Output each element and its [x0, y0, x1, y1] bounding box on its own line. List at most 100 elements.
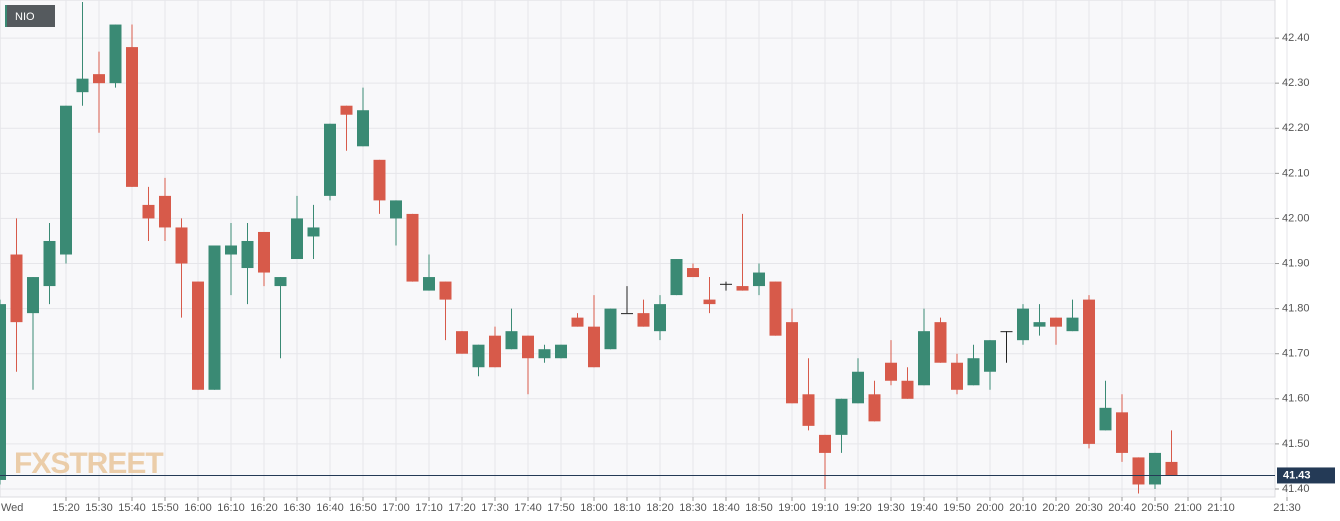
candle-body — [274, 277, 287, 287]
symbol-badge — [5, 5, 55, 27]
x-tick-label: 19:40 — [910, 502, 938, 514]
x-tick-label: 19:50 — [943, 502, 971, 514]
candle-body — [456, 331, 468, 354]
candle-body — [126, 47, 138, 187]
candle-body — [208, 245, 221, 390]
candle-body — [225, 245, 237, 255]
overlay: 41.40 41.50 41.60 41.70 41.80 41.90 42.00 42.10… — [0, 32, 1335, 514]
candle-body — [802, 394, 815, 426]
candle-body — [373, 159, 386, 201]
x-tick-label: 16:20 — [250, 502, 278, 514]
y-tick-label: 41.60 — [1282, 393, 1310, 405]
x-tick-label: 19:30 — [877, 502, 905, 514]
candle-body — [241, 240, 254, 269]
x-tick-label: 18:00 — [580, 502, 608, 514]
candle-body — [175, 227, 188, 264]
candle-body — [720, 283, 732, 285]
candle-body — [60, 105, 72, 255]
symbol-label: NIO — [15, 11, 35, 23]
last-price-label: 41.43 — [1283, 469, 1311, 481]
x-tick-label: 20:00 — [976, 502, 1004, 514]
x-tick-label: 17:20 — [448, 502, 476, 514]
candle-body — [357, 110, 369, 147]
candle-body — [885, 362, 897, 381]
x-tick-label: 21:10 — [1207, 502, 1235, 514]
watermark: FXSTREET — [14, 447, 163, 480]
candle-body — [1066, 317, 1079, 332]
y-tick-label: 42.40 — [1282, 32, 1310, 44]
x-tick-label: 18:40 — [712, 502, 740, 514]
y-tick-label: 42.00 — [1282, 212, 1310, 224]
candle-body — [1132, 457, 1145, 485]
candle-body — [340, 105, 353, 115]
x-tick-label: 16:50 — [349, 502, 377, 514]
x-tick-label: 20:30 — [1075, 502, 1103, 514]
candles — [0, 2, 1178, 494]
grid — [0, 0, 1288, 497]
y-tick-label: 42.20 — [1282, 122, 1310, 134]
x-tick-label: 17:50 — [547, 502, 575, 514]
x-tick-label: 17:10 — [415, 502, 443, 514]
x-tick-label: 19:20 — [844, 502, 872, 514]
x-tick-label: 15:40 — [118, 502, 146, 514]
y-tick-label: 41.70 — [1282, 348, 1310, 360]
candle-body — [654, 304, 666, 332]
candle-body — [439, 281, 452, 300]
candle-body — [159, 195, 171, 228]
candle-body — [967, 358, 980, 386]
x-tick-label: 19:00 — [778, 502, 806, 514]
candle-body — [1017, 308, 1029, 341]
candle-body — [786, 322, 798, 404]
y-tick-label: 41.90 — [1282, 257, 1310, 269]
x-tick-label: 20:50 — [1141, 502, 1169, 514]
candle-body — [10, 254, 23, 323]
candle-body — [324, 123, 336, 196]
candle-body — [621, 313, 633, 315]
x-tick-label: 18:10 — [613, 502, 641, 514]
candle-body — [819, 434, 831, 453]
candle-body — [142, 204, 155, 219]
candle-body — [109, 24, 122, 84]
candle-body — [703, 299, 716, 305]
candle-body — [538, 349, 551, 359]
candle-body — [868, 394, 881, 422]
candle-body — [505, 331, 518, 350]
candle-body — [1000, 331, 1013, 333]
x-tick-label: 16:30 — [283, 502, 311, 514]
candle-body — [472, 344, 485, 368]
x-tick-label: 18:50 — [745, 502, 773, 514]
last-price-badge — [1277, 467, 1335, 484]
candle-body — [934, 322, 947, 363]
candle-body — [307, 227, 320, 237]
candle-body — [27, 277, 39, 314]
x-tick-label: 16:00 — [184, 502, 212, 514]
candle-body — [637, 313, 650, 327]
x-tick-label: 20:40 — [1108, 502, 1136, 514]
candle-body — [291, 218, 303, 260]
candle-body — [571, 317, 584, 327]
candle-body — [1050, 317, 1062, 327]
candle-body — [687, 268, 699, 278]
candle-body — [1083, 299, 1095, 444]
candle-body — [769, 281, 782, 336]
x-tick-label: 20:20 — [1042, 502, 1070, 514]
x-tick-label: 18:30 — [679, 502, 707, 514]
candle-body — [0, 304, 6, 480]
candle-body — [555, 344, 567, 359]
y-tick-label: 41.40 — [1282, 483, 1310, 495]
candle-body — [390, 200, 402, 219]
candle-body — [93, 74, 105, 84]
candle-body — [604, 308, 617, 350]
candle-body — [1165, 461, 1178, 476]
y-tick-label: 41.50 — [1282, 438, 1310, 450]
candle-body — [43, 240, 56, 287]
y-tick-label: 42.30 — [1282, 77, 1310, 89]
candle-body — [192, 281, 204, 390]
x-tick-label: 21:30 — [1273, 502, 1301, 514]
candle-body — [736, 286, 749, 291]
x-tick-label: 17:40 — [514, 502, 542, 514]
candle-body — [489, 335, 501, 368]
x-tick-label: 19:10 — [811, 502, 839, 514]
candle-body — [588, 326, 600, 368]
